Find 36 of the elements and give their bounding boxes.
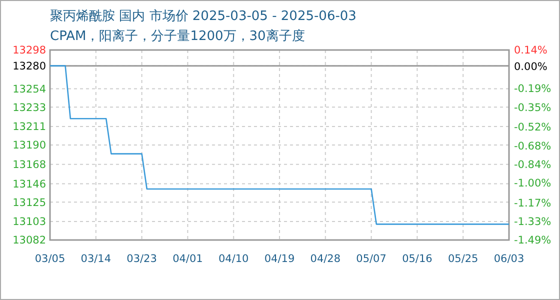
y2-tick-label: 0.14% [514,44,548,57]
chart-title: 聚丙烯酰胺 国内 市场价 2025-03-05 - 2025-06-03 [50,9,356,24]
y2-tick-label: -1.33% [514,216,552,228]
y2-tick-label: -1.00% [514,178,552,190]
y-tick-label: 13103 [12,216,46,228]
x-tick-label: 05/07 [356,253,386,265]
y-tick-label: 13082 [12,234,46,247]
y-tick-label: 13168 [12,159,46,172]
y-tick-label: 13190 [12,140,46,152]
y2-tick-label: -0.68% [514,140,552,152]
y2-tick-label: -0.35% [514,102,552,114]
y2-tick-label: -1.17% [514,197,552,210]
x-tick-label: 06/03 [494,253,524,265]
x-tick-label: 03/23 [126,253,157,265]
x-tick-label: 04/28 [310,253,341,265]
x-tick-label: 04/01 [172,253,203,265]
line-series [49,65,510,225]
y2-tick-label: -0.52% [514,122,552,134]
y2-tick-label: -0.19% [514,83,552,96]
y-tick-label: 13211 [12,121,46,134]
y2-tick-label: -0.84% [514,158,552,171]
y-tick-label: 13125 [12,196,46,209]
x-tick-label: 05/25 [448,253,478,265]
x-tick-label: 03/14 [80,253,112,265]
y-tick-label: 13233 [12,102,46,114]
y-tick-label: 13254 [12,83,46,96]
x-tick-label: 04/10 [218,253,249,265]
x-tick-label: 04/19 [264,253,295,265]
chart-subtitle: CPAM，阳离子，分子量1200万，30离子度 [50,28,305,44]
y-tick-label: 13280 [12,60,46,73]
y2-tick-label: 0.00% [514,60,548,73]
y2-tick-label: -1.49% [514,234,552,247]
x-tick-label: 03/05 [34,253,66,265]
x-tick-label: 05/16 [402,253,433,265]
y-tick-label: 13298 [12,44,46,57]
y-tick-label: 13146 [12,178,46,190]
